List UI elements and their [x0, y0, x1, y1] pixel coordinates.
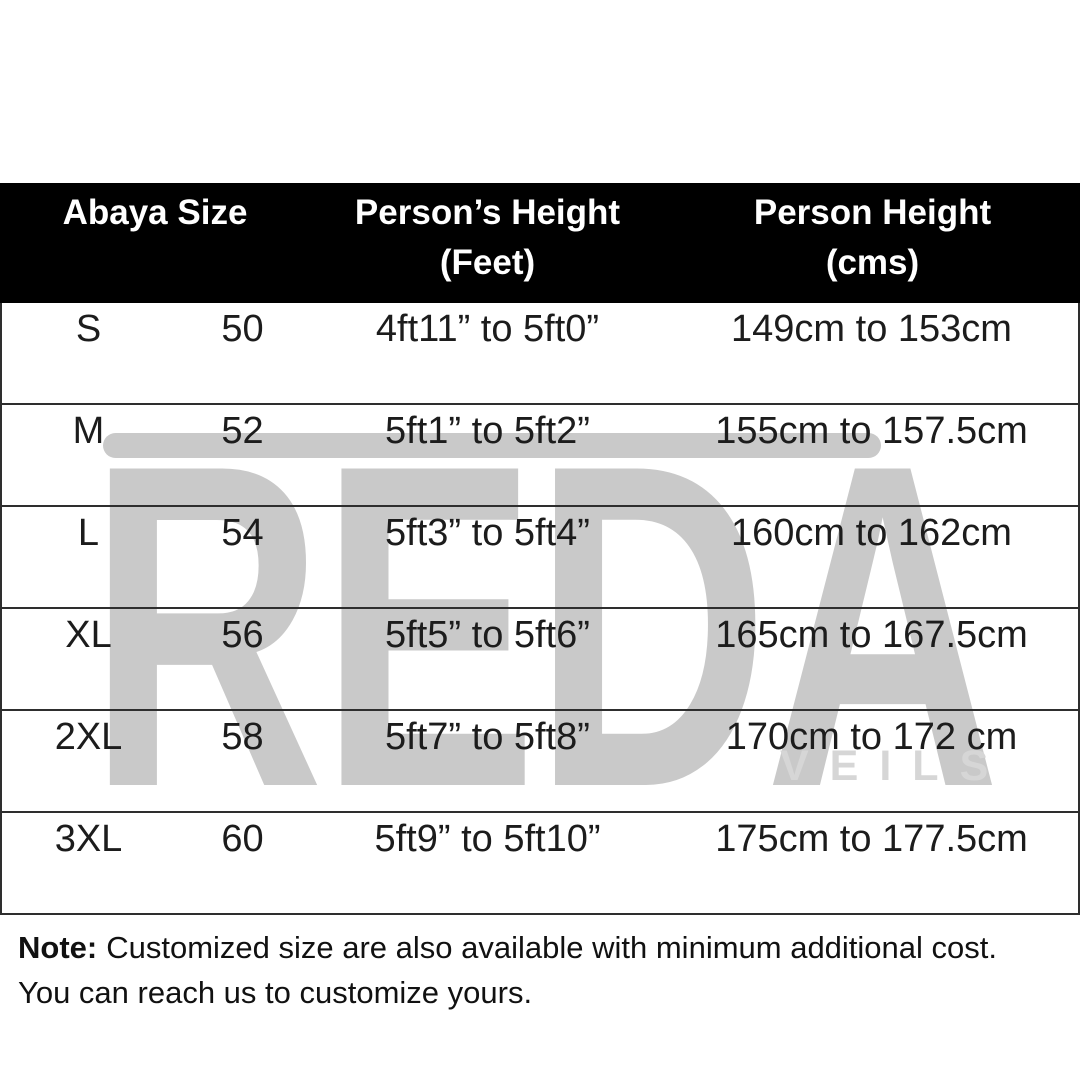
cell-height-cms: 175cm to 177.5cm — [715, 818, 1028, 860]
cell-height-cms: 170cm to 172 cm — [725, 716, 1018, 758]
cell-size-label: S — [75, 308, 102, 350]
header-cell-height-feet: Person’s Height (Feet) — [310, 188, 665, 303]
table-row: 3XL 60 5ft9” to 5ft10” 175cm to 177.5cm — [2, 813, 1078, 915]
table-row: 2XL 58 5ft7” to 5ft8” 170cm to 172 cm — [2, 711, 1078, 813]
cell-height-feet: 5ft7” to 5ft8” — [385, 716, 590, 758]
note: Note: Customized size are also available … — [18, 925, 1068, 1015]
cell-height-feet: 5ft5” to 5ft6” — [385, 614, 590, 656]
cell-abaya-size: 50 — [221, 308, 264, 350]
cell-abaya-size: 58 — [221, 716, 264, 758]
watermark-bar — [103, 433, 881, 458]
header-title: Person Height — [753, 193, 992, 232]
cell-abaya-size: 56 — [221, 614, 264, 656]
header-subtitle: (cms) — [825, 243, 920, 282]
cell-size-label: M — [72, 410, 105, 452]
note-line-1: Note: Customized size are also available … — [18, 925, 1068, 970]
header-cell-height-cms: Person Height (cms) — [665, 188, 1080, 303]
table-row: XL 56 5ft5” to 5ft6” 165cm to 167.5cm — [2, 609, 1078, 711]
cell-height-feet: 4ft11” to 5ft0” — [375, 308, 600, 350]
cell-size-label: 3XL — [54, 818, 123, 860]
table-row: L 54 5ft3” to 5ft4” 160cm to 162cm — [2, 507, 1078, 609]
cell-abaya-size: 54 — [221, 512, 264, 554]
cell-height-feet: 5ft1” to 5ft2” — [385, 410, 590, 452]
cell-height-feet: 5ft9” to 5ft10” — [374, 818, 601, 860]
header-cell-abaya-size: Abaya Size — [0, 188, 310, 303]
cell-abaya-size: 60 — [221, 818, 264, 860]
table-header: Abaya Size Person’s Height (Feet) Person… — [0, 183, 1080, 303]
note-label: Note: — [18, 930, 98, 965]
cell-abaya-size: 52 — [221, 410, 264, 452]
cell-size-label: L — [77, 512, 100, 554]
cell-height-cms: 160cm to 162cm — [731, 512, 1012, 554]
size-chart-table: Abaya Size Person’s Height (Feet) Person… — [0, 183, 1080, 915]
header-subtitle: (Feet) — [439, 243, 536, 282]
cell-size-label: 2XL — [54, 716, 123, 758]
table-row: S 50 4ft11” to 5ft0” 149cm to 153cm — [2, 303, 1078, 405]
cell-height-cms: 165cm to 167.5cm — [715, 614, 1028, 656]
cell-height-feet: 5ft3” to 5ft4” — [385, 512, 590, 554]
cell-height-cms: 149cm to 153cm — [731, 308, 1012, 350]
cell-height-cms: 155cm to 157.5cm — [715, 410, 1028, 452]
cell-size-label: XL — [65, 614, 112, 656]
table-body: S 50 4ft11” to 5ft0” 149cm to 153cm M 52… — [0, 303, 1080, 915]
note-text-1: Customized size are also available with … — [106, 930, 997, 965]
header-title: Person’s Height — [354, 193, 621, 232]
header-title: Abaya Size — [62, 193, 248, 232]
watermark-brand: REDA — [88, 370, 1001, 883]
table-row: M 52 5ft1” to 5ft2” 155cm to 157.5cm — [2, 405, 1078, 507]
watermark-sub-brand: VEILS — [780, 742, 1010, 790]
note-line-2: You can reach us to customize yours. — [18, 975, 533, 1010]
